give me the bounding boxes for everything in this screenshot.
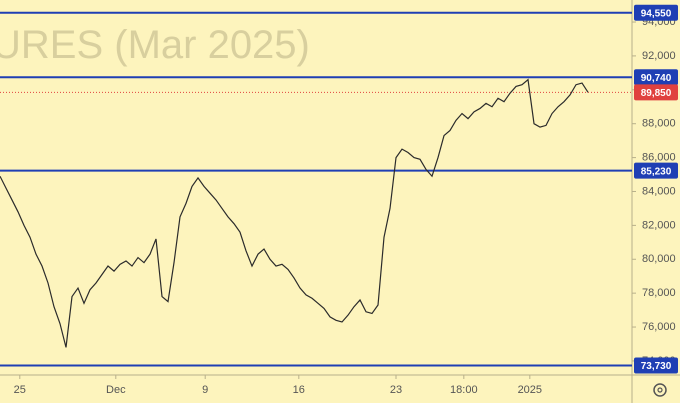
level-label-box: [634, 4, 678, 21]
level-label-box: [634, 84, 678, 101]
x-tick-label: 23: [390, 384, 402, 396]
y-tick-label: 92,000: [642, 50, 676, 62]
level-label: 89,850: [641, 88, 672, 99]
level-label-box: [634, 357, 678, 374]
x-tick-label: 16: [293, 384, 305, 396]
level-label: 90,740: [641, 73, 672, 84]
level-label: 73,730: [641, 361, 672, 372]
y-tick-label: 88,000: [642, 118, 676, 130]
y-tick-label: 84,000: [642, 185, 676, 197]
x-tick-label: 9: [202, 384, 208, 396]
y-tick-label: 86,000: [642, 151, 676, 163]
level-label-box: [634, 69, 678, 86]
watermark: URES (Mar 2025): [0, 23, 310, 67]
x-tick-label: 25: [14, 384, 26, 396]
x-tick-label: 18:00: [450, 384, 478, 396]
x-tick-label: 2025: [518, 384, 542, 396]
level-label-box: [634, 162, 678, 179]
settings-icon[interactable]: [653, 383, 667, 397]
y-tick-label: 76,000: [642, 321, 676, 333]
level-label: 94,550: [641, 8, 672, 19]
y-tick-label: 78,000: [642, 287, 676, 299]
price-line: [0, 78, 589, 348]
y-tick-label: 82,000: [642, 219, 676, 231]
level-label: 85,230: [641, 166, 672, 177]
y-tick-label: 80,000: [642, 253, 676, 265]
x-tick-label: Dec: [106, 384, 126, 396]
